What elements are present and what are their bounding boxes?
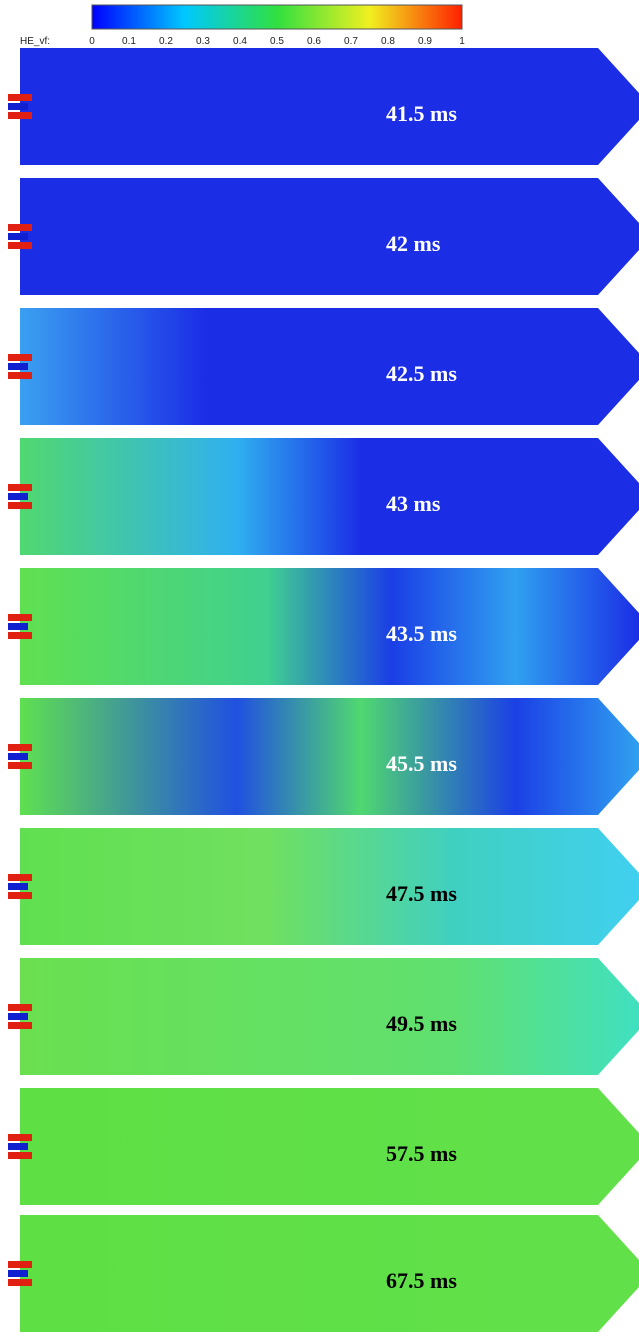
time-label: 42.5 ms: [386, 361, 457, 386]
inlet: [8, 883, 28, 890]
colorbar-tick-label: 0.9: [418, 36, 432, 47]
inlet: [8, 354, 32, 361]
colorbar-tick-label: 0.1: [122, 36, 136, 47]
inlet: [8, 493, 28, 500]
inlet: [8, 1013, 28, 1020]
panel: 43 ms: [8, 438, 639, 555]
flow-field: [20, 1088, 639, 1205]
inlet: [8, 363, 28, 370]
inlet: [8, 632, 32, 639]
inlet: [8, 1279, 32, 1286]
panel: 47.5 ms: [8, 828, 639, 945]
inlet: [8, 112, 32, 119]
colorbar-ticks: 0 0.1 0.2 0.3 0.4 0.5 0.6 0.7 0.8 0.9 1: [89, 36, 465, 47]
colorbar-tick-label: 0.4: [233, 36, 247, 47]
time-label: 49.5 ms: [386, 1011, 457, 1036]
panel: 49.5 ms: [8, 958, 639, 1075]
flow-field: [20, 828, 639, 945]
inlet: [8, 1022, 32, 1029]
colorbar-tick-label: 0.7: [344, 36, 358, 47]
panel: 67.5 ms: [8, 1215, 639, 1332]
inlet: [8, 242, 32, 249]
inlet: [8, 1143, 28, 1150]
inlet: [8, 1134, 32, 1141]
time-label: 67.5 ms: [386, 1268, 457, 1293]
flow-field: [20, 698, 639, 815]
colorbar-tick-label: 0.6: [307, 36, 321, 47]
colorbar-label: HE_vf:: [20, 36, 50, 47]
colorbar-tick-label: 1: [459, 36, 465, 47]
inlet: [8, 1261, 32, 1268]
inlet: [8, 762, 32, 769]
inlet: [8, 484, 32, 491]
colorbar-tick-label: 0.8: [381, 36, 395, 47]
time-label: 43 ms: [386, 491, 441, 516]
panel: 41.5 ms: [8, 48, 639, 165]
figure: HE_vf: 0 0.1 0.2 0.3 0.4 0.5 0.6 0.7 0.8 0.9 1 41.…: [0, 0, 639, 1333]
panel: 42.5 ms: [8, 308, 639, 425]
inlet: [8, 1004, 32, 1011]
colorbar-tick-label: 0.2: [159, 36, 173, 47]
inlet: [8, 1270, 28, 1277]
inlet: [8, 614, 32, 621]
inlet: [8, 94, 32, 101]
inlet: [8, 874, 32, 881]
flow-field: [20, 958, 639, 1075]
flow-field: [20, 568, 639, 685]
inlet: [8, 372, 32, 379]
time-label: 42 ms: [386, 231, 441, 256]
panel: 45.5 ms: [8, 698, 639, 815]
inlet: [8, 224, 32, 231]
flow-field: [20, 178, 639, 295]
time-label: 45.5 ms: [386, 751, 457, 776]
time-label: 43.5 ms: [386, 621, 457, 646]
colorbar-tick-label: 0.3: [196, 36, 210, 47]
panel: 42 ms: [8, 178, 639, 295]
panels: 41.5 ms 42 ms 42.5 ms 43 ms 43.5 ms 45.5 ms 47…: [8, 48, 639, 1332]
flow-field: [20, 1215, 639, 1332]
colorbar: [92, 5, 462, 29]
inlet: [8, 103, 28, 110]
colorbar-tick-label: 0.5: [270, 36, 284, 47]
panel: 57.5 ms: [8, 1088, 639, 1205]
inlet: [8, 1152, 32, 1159]
panel: 43.5 ms: [8, 568, 639, 685]
flow-field: [20, 48, 639, 165]
inlet: [8, 502, 32, 509]
inlet: [8, 744, 32, 751]
colorbar-tick-label: 0: [89, 36, 95, 47]
time-label: 57.5 ms: [386, 1141, 457, 1166]
flow-field: [20, 308, 639, 425]
time-label: 41.5 ms: [386, 101, 457, 126]
inlet: [8, 753, 28, 760]
time-label: 47.5 ms: [386, 881, 457, 906]
flow-field: [20, 438, 639, 555]
inlet: [8, 233, 28, 240]
inlet: [8, 892, 32, 899]
inlet: [8, 623, 28, 630]
